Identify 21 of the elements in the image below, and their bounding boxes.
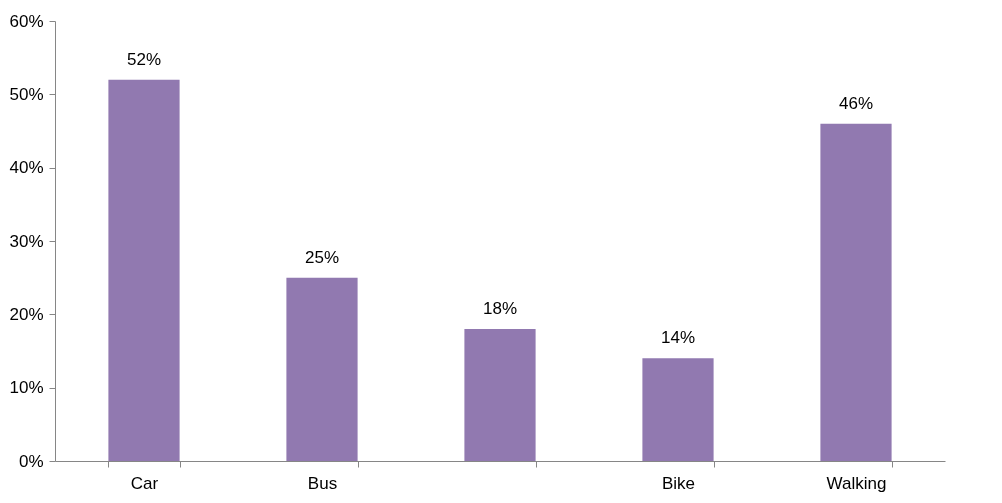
y-tick-label: 0% bbox=[18, 451, 44, 471]
data-label: 14% bbox=[660, 328, 696, 348]
bar bbox=[642, 358, 714, 461]
y-tick-label: 60% bbox=[9, 11, 44, 31]
x-tick-label: Car bbox=[130, 473, 159, 493]
y-tick-label: 50% bbox=[9, 84, 44, 104]
data-label: 25% bbox=[304, 247, 340, 267]
data-label: 52% bbox=[126, 49, 162, 69]
bar bbox=[820, 123, 892, 461]
data-label: 46% bbox=[838, 93, 874, 113]
y-tick-label: 40% bbox=[9, 158, 44, 178]
y-tick-label: 20% bbox=[9, 304, 44, 324]
y-tick-label: 30% bbox=[9, 231, 44, 251]
bar bbox=[108, 79, 180, 461]
bar bbox=[286, 277, 358, 461]
y-tick-label: 10% bbox=[9, 378, 44, 398]
bar bbox=[464, 329, 536, 461]
x-tick-label: Walking bbox=[826, 473, 887, 493]
x-tick-label: Bus bbox=[307, 473, 338, 493]
data-label: 18% bbox=[482, 299, 518, 318]
x-tick-label: Bike bbox=[661, 473, 696, 493]
